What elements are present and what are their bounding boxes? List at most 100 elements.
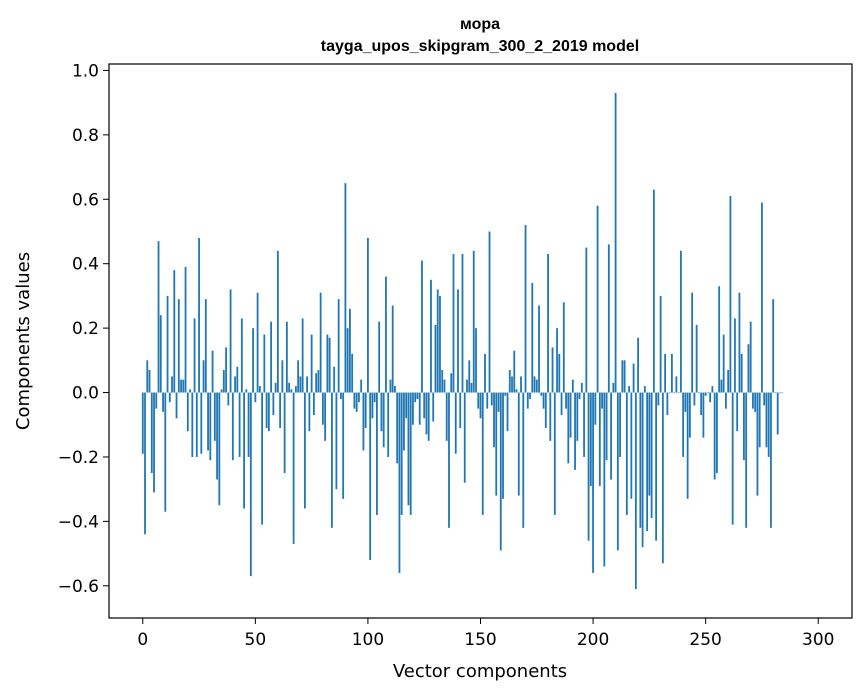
bar-84 [330,392,333,528]
bar-161 [504,392,507,396]
bar-40 [231,392,234,461]
bar-271 [752,392,754,409]
bar-52 [258,386,261,393]
bar-20 [186,392,189,432]
bar-92 [349,308,351,393]
bar-203 [598,392,601,486]
bar-153 [486,392,489,409]
bar-119 [409,392,412,515]
bar-1 [144,392,146,535]
bar-6 [155,392,158,409]
bar-277 [765,392,768,448]
bar-24 [195,392,198,457]
bar-117 [405,392,408,419]
bar-186 [560,392,563,416]
bar-169 [522,392,525,528]
bar-148 [475,328,477,393]
bar-187 [562,302,565,393]
bar-234 [668,392,671,394]
bar-112 [394,386,396,393]
y-tick-label: −0.4 [58,512,99,532]
bar-107 [382,392,385,448]
bar-38 [227,392,230,406]
bar-164 [511,376,513,393]
bar-260 [727,369,730,393]
bar-78 [317,369,320,393]
bar-13 [171,376,173,393]
bar-103 [373,392,376,403]
bar-34 [218,392,221,506]
bar-232 [664,353,667,393]
bar-246 [695,324,698,393]
bar-141 [459,392,462,428]
x-tick-label: 250 [689,630,721,650]
bar-182 [551,347,554,393]
bar-217 [630,392,633,499]
bar-145 [468,360,471,393]
bar-279 [770,392,772,528]
bar-59 [274,382,277,393]
bar-265 [738,292,741,393]
bar-216 [628,386,631,393]
bar-89 [342,392,345,499]
bar-79 [319,292,322,393]
bar-146 [470,382,473,393]
bar-266 [740,353,743,393]
bar-181 [549,392,552,441]
y-tick-label: 0.2 [72,319,99,339]
x-axis-label: Vector components [393,661,567,682]
bar-15 [175,392,178,419]
bar-33 [216,392,218,480]
bar-4 [150,392,153,474]
bar-195 [580,382,583,393]
bar-11 [166,295,169,393]
bar-250 [704,392,707,396]
bar-229 [657,392,660,406]
bar-5 [153,392,155,493]
x-axis-ticks: 0 50 100 150 200 250 300 [137,618,834,650]
bar-188 [565,392,567,409]
y-tick-label: 0.4 [72,255,99,275]
bar-275 [761,202,763,393]
x-tick-label: 300 [802,630,834,650]
bar-139 [454,392,457,454]
bar-221 [639,392,642,528]
bar-61 [279,392,282,428]
bar-222 [641,392,644,548]
bar-142 [461,254,464,393]
bar-249 [702,392,705,438]
y-axis-label: Components values [13,252,34,430]
bar-184 [556,328,558,393]
bar-273 [756,392,759,496]
bar-168 [520,376,522,393]
bar-175 [535,379,538,393]
bar-109 [387,392,390,457]
bar-116 [403,392,405,451]
bar-210 [614,92,617,393]
bar-96 [358,392,360,403]
bar-149 [477,392,480,409]
bar-3 [148,369,151,393]
bar-88 [340,392,342,399]
bar-128 [430,279,432,393]
bar-66 [290,389,293,393]
bar-45 [243,392,245,509]
bar-236 [673,392,676,394]
bar-270 [749,321,752,393]
bar-39 [229,289,232,393]
bar-74 [308,392,311,432]
bar-189 [567,392,570,464]
bar-55 [265,392,268,428]
bar-160 [502,392,504,499]
bar-71 [301,318,304,393]
bar-36 [222,369,225,393]
bar-110 [389,379,392,393]
bar-237 [675,376,678,393]
bar-0 [141,392,144,454]
bar-218 [632,363,635,393]
bar-32 [213,392,216,441]
bar-100 [367,237,369,393]
bar-125 [423,392,426,419]
bar-180 [547,254,549,393]
bar-70 [299,376,302,393]
